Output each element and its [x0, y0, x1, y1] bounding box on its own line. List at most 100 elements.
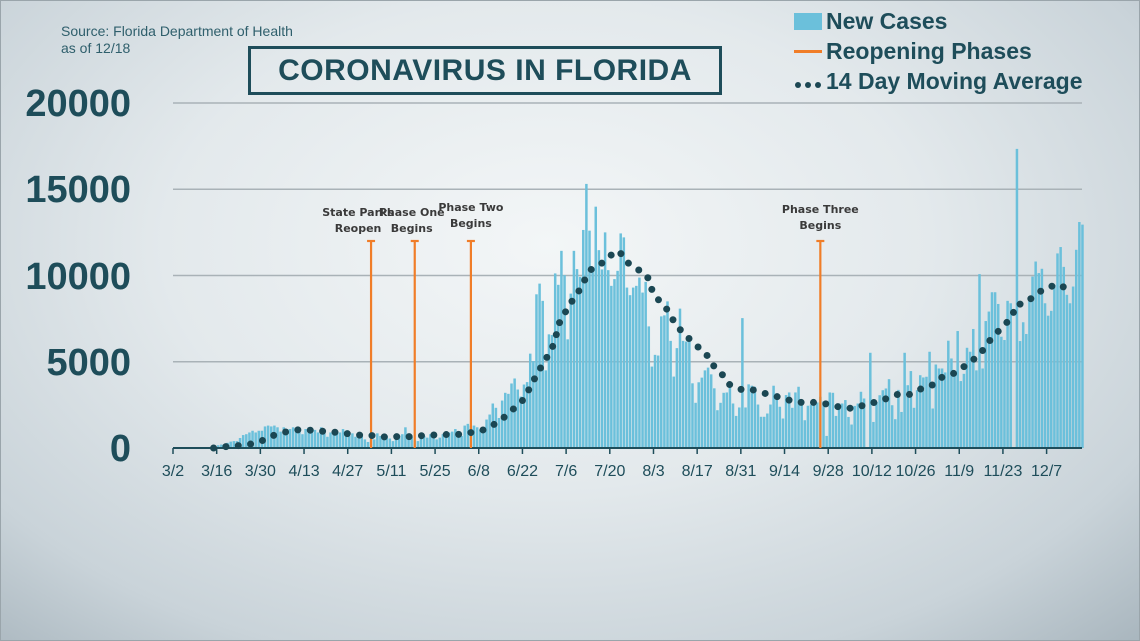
bar — [316, 432, 320, 448]
bar — [429, 434, 432, 448]
bar — [422, 435, 426, 448]
as-of-date: as of 12/18 — [61, 40, 131, 56]
bar — [266, 425, 270, 448]
bar — [684, 341, 688, 448]
bar — [660, 316, 663, 448]
bar — [516, 389, 519, 448]
bar — [778, 406, 782, 448]
bar — [1037, 273, 1041, 448]
bar — [1009, 303, 1012, 448]
bar — [232, 441, 236, 448]
bar — [507, 393, 510, 448]
legend-item-reopening-phases: Reopening Phases — [794, 37, 1032, 65]
bar — [697, 382, 700, 448]
bar — [519, 396, 523, 448]
bar — [856, 403, 860, 448]
bar — [1068, 303, 1072, 448]
bar — [993, 292, 997, 448]
bar — [435, 439, 438, 448]
bar — [744, 407, 747, 448]
bar — [291, 427, 295, 448]
bar — [822, 401, 825, 448]
bar — [1003, 340, 1006, 448]
bar — [675, 348, 679, 448]
bar — [563, 275, 566, 448]
x-tick-label: 5/25 — [420, 463, 451, 480]
line-swatch-icon — [794, 49, 822, 53]
bar — [1059, 247, 1062, 448]
bar — [391, 441, 395, 448]
bar — [1081, 224, 1084, 448]
bar — [794, 392, 797, 448]
bar — [419, 434, 423, 448]
bar — [575, 269, 579, 448]
bar — [968, 351, 972, 448]
bar — [716, 410, 719, 448]
bar — [263, 426, 267, 448]
bar — [694, 402, 697, 448]
x-tick-label: 10/26 — [896, 463, 936, 480]
bar — [996, 303, 1000, 448]
bar — [791, 407, 794, 448]
phase-label: Begins — [799, 219, 841, 232]
bar — [1040, 268, 1044, 448]
bar — [897, 389, 900, 448]
bar — [713, 388, 716, 448]
bar — [953, 371, 956, 448]
bar — [472, 425, 476, 448]
x-tick-label: 4/27 — [332, 463, 363, 480]
bar — [853, 405, 856, 448]
bar — [875, 401, 878, 448]
bar — [719, 402, 722, 448]
bar — [600, 269, 604, 448]
bar — [220, 444, 223, 448]
bar — [784, 395, 788, 448]
bar — [825, 435, 828, 448]
bar — [781, 418, 785, 448]
bar — [915, 390, 919, 448]
bar — [616, 270, 619, 448]
bar — [1056, 253, 1059, 448]
bar — [638, 277, 641, 448]
bar — [940, 368, 944, 448]
bar — [800, 405, 803, 448]
bar — [943, 372, 947, 448]
bar — [625, 287, 629, 448]
bar — [560, 250, 563, 448]
bar — [432, 434, 435, 448]
x-tick-label: 12/7 — [1031, 463, 1062, 480]
bar — [688, 340, 691, 448]
bar — [1053, 284, 1056, 448]
bar — [1021, 322, 1025, 448]
bar — [248, 432, 251, 448]
bar — [606, 270, 610, 448]
bar — [622, 237, 626, 448]
bar — [482, 427, 485, 448]
bar — [388, 438, 392, 448]
bar — [279, 431, 282, 448]
bar — [647, 326, 651, 448]
bar — [591, 270, 594, 448]
bar — [987, 311, 991, 448]
bar — [294, 428, 298, 448]
bar — [878, 395, 881, 448]
bar — [410, 436, 413, 448]
bar — [397, 435, 401, 448]
bar — [728, 387, 732, 448]
bar — [475, 427, 479, 448]
chart-title-text: CORONAVIRUS IN FLORIDA — [278, 53, 692, 87]
x-tick-label: 8/3 — [642, 463, 664, 480]
bar — [366, 441, 370, 448]
bar — [912, 407, 916, 448]
y-tick-label: 0 — [109, 428, 131, 470]
phase-label: State Parks — [322, 206, 394, 219]
bar — [909, 371, 913, 448]
bar — [304, 429, 307, 448]
bar — [444, 437, 448, 448]
bar — [457, 435, 460, 448]
x-tick-label: 9/28 — [813, 463, 844, 480]
x-tick-label: 8/17 — [682, 463, 713, 480]
bar — [288, 429, 292, 448]
bar — [301, 434, 304, 448]
